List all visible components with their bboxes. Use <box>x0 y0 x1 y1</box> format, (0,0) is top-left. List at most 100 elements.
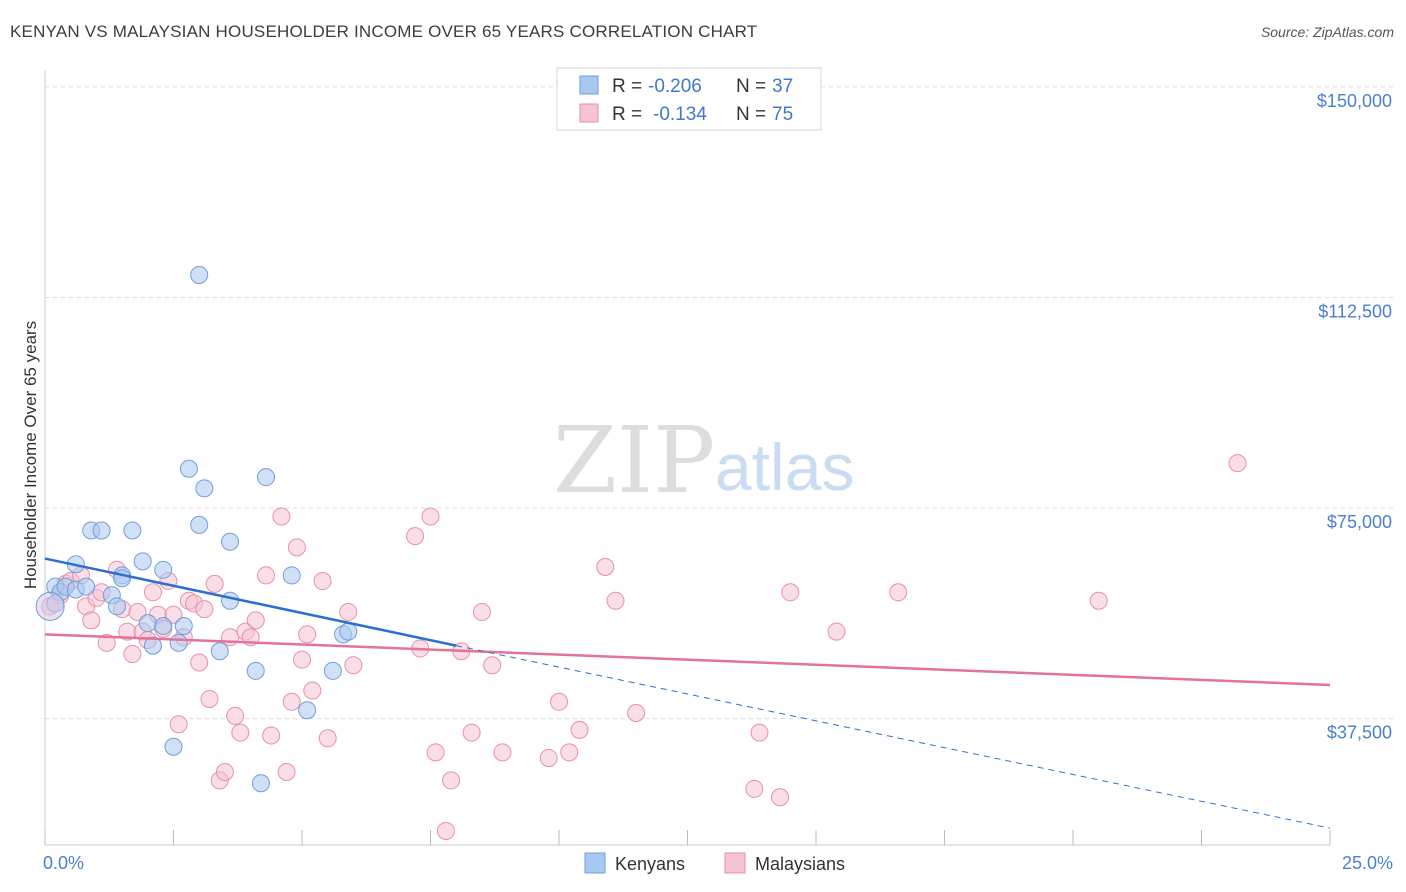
kenyan-point <box>339 622 358 641</box>
kenyan-point <box>282 566 301 585</box>
kenyan-point <box>138 614 157 633</box>
malaysian-point <box>313 572 332 591</box>
y-tick-labels: $37,500 $75,000 $112,500 $150,000 <box>1317 91 1392 743</box>
kenyans-trend-line <box>44 557 457 647</box>
malaysian-point <box>82 611 101 630</box>
kenyan-point <box>195 479 214 498</box>
kenyan-point <box>164 737 183 756</box>
kenyan-point <box>154 560 173 579</box>
malaysian-point <box>570 720 589 739</box>
kenyan-point <box>77 577 96 596</box>
malaysian-point <box>257 566 276 585</box>
kenyan-point <box>92 521 111 540</box>
malaysian-point <box>195 600 214 619</box>
malaysian-point <box>128 602 147 621</box>
legend-r-label-1: R = <box>612 76 642 97</box>
malaysian-point <box>231 723 250 742</box>
malaysian-point <box>539 748 558 767</box>
y-tick-label: $150,000 <box>1317 91 1392 111</box>
chart-title: KENYAN VS MALAYSIAN HOUSEHOLDER INCOME O… <box>10 22 758 41</box>
malaysian-point <box>421 507 440 526</box>
trend-lines <box>44 557 1331 829</box>
malaysian-point <box>745 779 764 798</box>
malaysian-point <box>143 583 162 602</box>
malaysian-point <box>164 605 183 624</box>
kenyans-points <box>35 265 358 793</box>
malaysian-point <box>262 726 281 745</box>
malaysian-point <box>215 762 234 781</box>
legend-swatch-malaysians <box>579 103 599 123</box>
kenyan-point <box>221 591 240 610</box>
kenyan-point <box>123 521 142 540</box>
source-label: Source: ZipAtlas.com <box>1260 24 1394 40</box>
malaysian-point <box>627 704 646 723</box>
malaysian-point <box>1228 454 1247 473</box>
malaysian-point <box>493 743 512 762</box>
malaysian-point <box>436 821 455 840</box>
malaysian-point <box>339 602 358 621</box>
kenyan-point <box>257 468 276 487</box>
legend-r-value-2: -0.134 <box>653 104 707 125</box>
stats-legend: R = -0.206 N = 37 R = -0.134 N = 75 <box>556 67 822 131</box>
malaysian-point <box>293 650 311 669</box>
watermark-atlas: atlas <box>715 430 854 504</box>
kenyan-point <box>190 265 209 284</box>
y-tick-label: $112,500 <box>1318 301 1392 321</box>
kenyan-point <box>133 552 152 571</box>
cluster-point <box>35 591 65 621</box>
bottom-label-malaysians: Malaysians <box>755 854 845 874</box>
kenyan-point <box>298 701 317 720</box>
malaysian-point <box>606 591 625 610</box>
malaysian-point <box>560 743 579 762</box>
bottom-label-kenyans: Kenyans <box>615 854 685 874</box>
legend-n-value-1: 37 <box>772 76 793 97</box>
x-tick-marks <box>44 830 1331 845</box>
malaysian-point <box>277 762 296 781</box>
malaysian-point <box>889 583 908 602</box>
malaysian-point <box>550 692 568 711</box>
malaysian-point <box>190 653 209 672</box>
malaysian-point <box>750 723 769 742</box>
malaysian-point <box>426 743 445 762</box>
x-tick-label: 25.0% <box>1342 853 1393 873</box>
kenyan-point <box>174 616 193 635</box>
legend-n-label-1: N = <box>736 76 766 97</box>
malaysian-point <box>298 625 317 644</box>
malaysian-point <box>226 706 245 725</box>
kenyan-point <box>251 774 270 793</box>
malaysian-point <box>596 558 615 577</box>
malaysian-point <box>246 611 265 630</box>
x-tick-label: 0.0% <box>43 853 84 873</box>
bottom-swatch-kenyans <box>584 852 606 874</box>
kenyan-point <box>143 636 162 655</box>
series-legend: Kenyans Malaysians <box>584 852 845 874</box>
malaysian-point <box>344 656 363 675</box>
kenyan-point <box>154 616 173 635</box>
y-axis-label: Householder Income Over 65 years <box>21 321 40 589</box>
malaysian-point <box>318 729 337 748</box>
legend-swatch-kenyans <box>579 75 599 95</box>
malaysian-point <box>97 633 116 652</box>
malaysian-point <box>200 689 219 708</box>
legend-r-label-2: R = <box>612 104 642 125</box>
malaysian-point <box>205 574 224 593</box>
kenyan-point <box>113 569 132 588</box>
kenyan-point <box>221 532 240 551</box>
kenyan-point <box>246 661 265 680</box>
malaysian-point <box>123 645 142 664</box>
malaysians-trend-line <box>44 633 1331 687</box>
y-tick-label: $37,500 <box>1327 723 1392 743</box>
malaysian-point <box>287 538 306 557</box>
kenyan-point <box>323 661 342 680</box>
malaysian-point <box>472 602 491 621</box>
kenyan-point <box>190 515 209 534</box>
malaysian-point <box>462 723 481 742</box>
malaysian-point <box>442 771 461 790</box>
bottom-swatch-malaysians <box>724 852 746 874</box>
y-tick-label: $75,000 <box>1327 512 1392 532</box>
malaysian-point <box>303 681 322 700</box>
legend-r-value-1: -0.206 <box>648 76 702 97</box>
malaysian-point <box>1089 591 1108 610</box>
watermark: ZIP atlas <box>553 407 854 514</box>
